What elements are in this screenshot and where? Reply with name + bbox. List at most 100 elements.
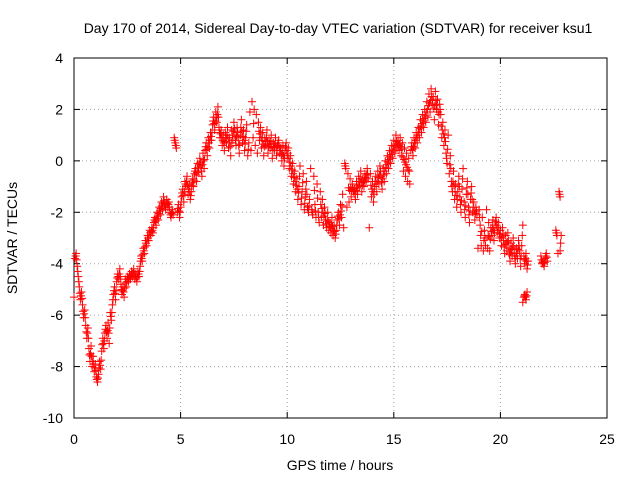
data-point xyxy=(288,159,297,168)
data-point xyxy=(110,282,119,291)
data-point xyxy=(450,181,459,190)
data-point xyxy=(76,295,85,304)
data-point xyxy=(485,246,494,255)
data-point xyxy=(372,187,381,196)
data-point xyxy=(421,118,430,127)
data-point xyxy=(323,208,332,217)
data-point xyxy=(302,177,311,186)
data-point xyxy=(199,156,208,165)
data-point xyxy=(242,120,251,129)
data-point xyxy=(205,144,214,152)
data-point xyxy=(299,169,308,178)
data-point xyxy=(443,145,452,154)
data-point xyxy=(357,187,366,196)
y-tick-label: 0 xyxy=(55,153,63,169)
data-point xyxy=(437,122,446,131)
data-point xyxy=(259,151,268,160)
data-point xyxy=(384,164,393,173)
data-point xyxy=(470,216,479,224)
data-point xyxy=(213,102,222,111)
data-point xyxy=(267,131,276,140)
data-point xyxy=(366,169,375,178)
data-point xyxy=(282,138,291,147)
data-point xyxy=(217,126,226,134)
data-point xyxy=(484,218,493,227)
data-point xyxy=(102,327,111,336)
data-point xyxy=(523,264,532,273)
data-point xyxy=(409,142,418,151)
data-point xyxy=(436,110,445,119)
data-point xyxy=(277,150,286,159)
data-point xyxy=(351,195,360,204)
data-point xyxy=(542,253,551,262)
data-point xyxy=(87,342,96,350)
data-point xyxy=(242,127,251,136)
data-point xyxy=(243,151,252,160)
data-point xyxy=(129,264,138,273)
data-point xyxy=(77,288,86,296)
data-point xyxy=(401,172,410,181)
data-point xyxy=(97,356,106,365)
data-point xyxy=(78,300,87,309)
data-point xyxy=(463,190,472,199)
data-point xyxy=(251,141,260,150)
data-point xyxy=(439,129,448,138)
data-point xyxy=(80,309,89,318)
data-point xyxy=(433,95,442,104)
data-point xyxy=(256,123,265,132)
y-axis-label: SDTVAR / TECUs xyxy=(4,182,20,294)
data-point xyxy=(135,267,144,276)
data-point xyxy=(177,192,186,201)
data-point xyxy=(293,195,302,204)
data-point xyxy=(467,189,476,197)
data-point xyxy=(339,223,348,232)
data-point xyxy=(268,154,277,163)
data-point xyxy=(115,264,124,273)
data-point xyxy=(306,164,315,173)
data-point xyxy=(96,365,105,374)
data-point xyxy=(294,182,303,191)
data-point xyxy=(107,308,116,317)
data-point xyxy=(96,361,105,370)
data-series xyxy=(70,84,566,386)
data-point xyxy=(85,351,94,359)
data-point xyxy=(136,262,145,271)
data-point xyxy=(509,234,518,242)
data-point xyxy=(290,167,299,176)
data-point xyxy=(446,151,455,160)
data-point xyxy=(431,87,440,96)
data-point xyxy=(324,217,333,226)
data-point xyxy=(426,108,435,116)
data-point xyxy=(524,257,533,266)
plot-frame xyxy=(73,57,608,419)
data-point xyxy=(172,144,181,152)
data-point xyxy=(122,282,131,291)
data-point xyxy=(522,291,531,300)
x-tick-label: 0 xyxy=(70,431,78,447)
data-point xyxy=(438,118,447,127)
data-point xyxy=(301,185,310,194)
data-point xyxy=(353,190,362,199)
data-point xyxy=(505,257,514,266)
data-point xyxy=(458,174,467,183)
data-point xyxy=(75,282,84,291)
data-point xyxy=(265,136,274,145)
data-point xyxy=(444,131,453,140)
data-point xyxy=(337,207,346,215)
x-tick-label: 25 xyxy=(599,431,615,447)
data-point xyxy=(316,187,325,196)
data-point xyxy=(250,105,259,114)
data-point xyxy=(520,255,529,264)
data-point xyxy=(523,288,532,296)
data-point xyxy=(365,223,374,232)
data-point xyxy=(286,151,295,160)
data-point xyxy=(116,272,125,281)
data-point xyxy=(338,201,347,210)
data-point xyxy=(98,340,107,349)
data-point xyxy=(189,182,198,191)
data-point xyxy=(415,133,424,142)
data-point xyxy=(237,115,246,124)
data-point xyxy=(72,249,81,258)
data-point xyxy=(515,246,524,255)
